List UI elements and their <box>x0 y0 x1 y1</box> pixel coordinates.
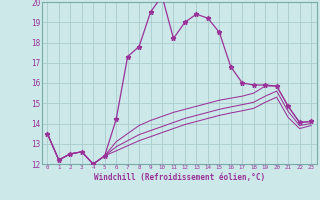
X-axis label: Windchill (Refroidissement éolien,°C): Windchill (Refroidissement éolien,°C) <box>94 173 265 182</box>
